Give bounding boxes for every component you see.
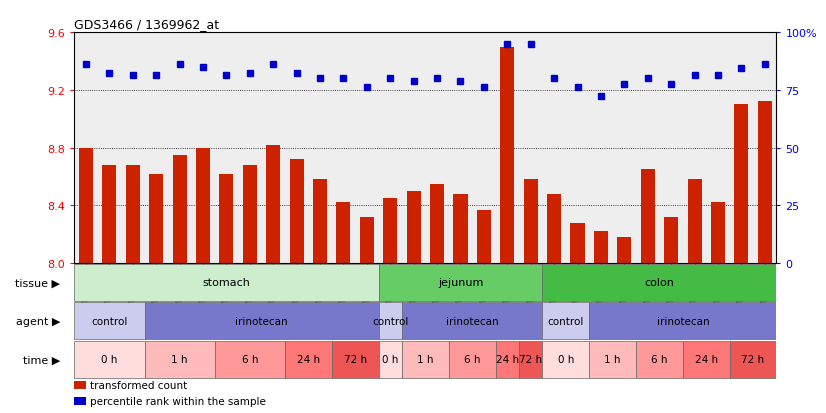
Bar xyxy=(594,232,608,263)
Bar xyxy=(145,341,215,378)
Bar xyxy=(641,170,655,263)
Bar xyxy=(683,341,729,378)
Bar xyxy=(378,264,543,301)
Bar xyxy=(524,180,538,263)
Bar xyxy=(547,195,561,263)
Text: irinotecan: irinotecan xyxy=(446,316,499,326)
Text: 72 h: 72 h xyxy=(742,354,765,365)
Text: time ▶: time ▶ xyxy=(23,354,60,365)
Bar xyxy=(220,174,234,263)
Bar xyxy=(617,237,631,263)
Text: control: control xyxy=(372,316,409,326)
Text: tissue ▶: tissue ▶ xyxy=(16,278,60,288)
Text: 0 h: 0 h xyxy=(558,354,574,365)
Bar xyxy=(285,341,332,378)
Bar xyxy=(266,145,280,263)
Bar xyxy=(501,47,515,263)
Text: 6 h: 6 h xyxy=(651,354,667,365)
Bar xyxy=(636,341,683,378)
Bar xyxy=(402,303,543,339)
Text: control: control xyxy=(91,316,128,326)
Bar xyxy=(360,217,374,263)
Bar xyxy=(589,303,776,339)
Bar xyxy=(74,303,145,339)
Bar xyxy=(79,148,93,263)
Text: 24 h: 24 h xyxy=(297,354,320,365)
Bar xyxy=(402,341,449,378)
Bar xyxy=(453,195,468,263)
Bar xyxy=(757,102,771,263)
Bar xyxy=(243,166,257,263)
Text: 1 h: 1 h xyxy=(172,354,188,365)
Text: irinotecan: irinotecan xyxy=(657,316,710,326)
Text: 0 h: 0 h xyxy=(382,354,398,365)
Text: agent ▶: agent ▶ xyxy=(16,316,60,326)
Bar xyxy=(126,166,140,263)
Bar xyxy=(543,341,589,378)
Bar xyxy=(378,303,402,339)
Text: 6 h: 6 h xyxy=(242,354,258,365)
Bar xyxy=(313,180,327,263)
Bar xyxy=(519,341,543,378)
Bar xyxy=(196,148,210,263)
Bar xyxy=(571,223,585,263)
Bar xyxy=(145,303,378,339)
Bar xyxy=(687,180,701,263)
Bar xyxy=(173,155,187,263)
Bar xyxy=(74,381,86,389)
Bar xyxy=(430,184,444,263)
Text: 72 h: 72 h xyxy=(520,354,542,365)
Bar xyxy=(543,264,776,301)
Bar xyxy=(102,166,116,263)
Bar xyxy=(406,192,420,263)
Bar xyxy=(150,174,164,263)
Bar xyxy=(290,160,304,263)
Bar xyxy=(74,341,145,378)
Text: irinotecan: irinotecan xyxy=(235,316,288,326)
Text: percentile rank within the sample: percentile rank within the sample xyxy=(90,396,266,406)
Bar xyxy=(664,217,678,263)
Bar xyxy=(734,105,748,263)
Text: 0 h: 0 h xyxy=(102,354,117,365)
Bar xyxy=(496,341,519,378)
Bar xyxy=(449,341,496,378)
Text: transformed count: transformed count xyxy=(90,380,187,390)
Text: jejunum: jejunum xyxy=(438,278,483,288)
Bar xyxy=(711,203,725,263)
Bar xyxy=(378,341,402,378)
Text: stomach: stomach xyxy=(202,278,250,288)
Text: 72 h: 72 h xyxy=(344,354,367,365)
Text: colon: colon xyxy=(644,278,674,288)
Text: 6 h: 6 h xyxy=(464,354,481,365)
Bar xyxy=(589,341,636,378)
Text: 1 h: 1 h xyxy=(605,354,621,365)
Bar xyxy=(74,397,86,405)
Bar xyxy=(215,341,285,378)
Text: GDS3466 / 1369962_at: GDS3466 / 1369962_at xyxy=(74,17,220,31)
Text: 1 h: 1 h xyxy=(417,354,434,365)
Text: 24 h: 24 h xyxy=(496,354,519,365)
Text: control: control xyxy=(548,316,584,326)
Bar xyxy=(383,199,397,263)
Bar xyxy=(729,341,776,378)
Bar xyxy=(543,303,589,339)
Bar xyxy=(477,210,491,263)
Text: 24 h: 24 h xyxy=(695,354,718,365)
Bar xyxy=(74,264,378,301)
Bar xyxy=(336,203,350,263)
Bar xyxy=(332,341,378,378)
